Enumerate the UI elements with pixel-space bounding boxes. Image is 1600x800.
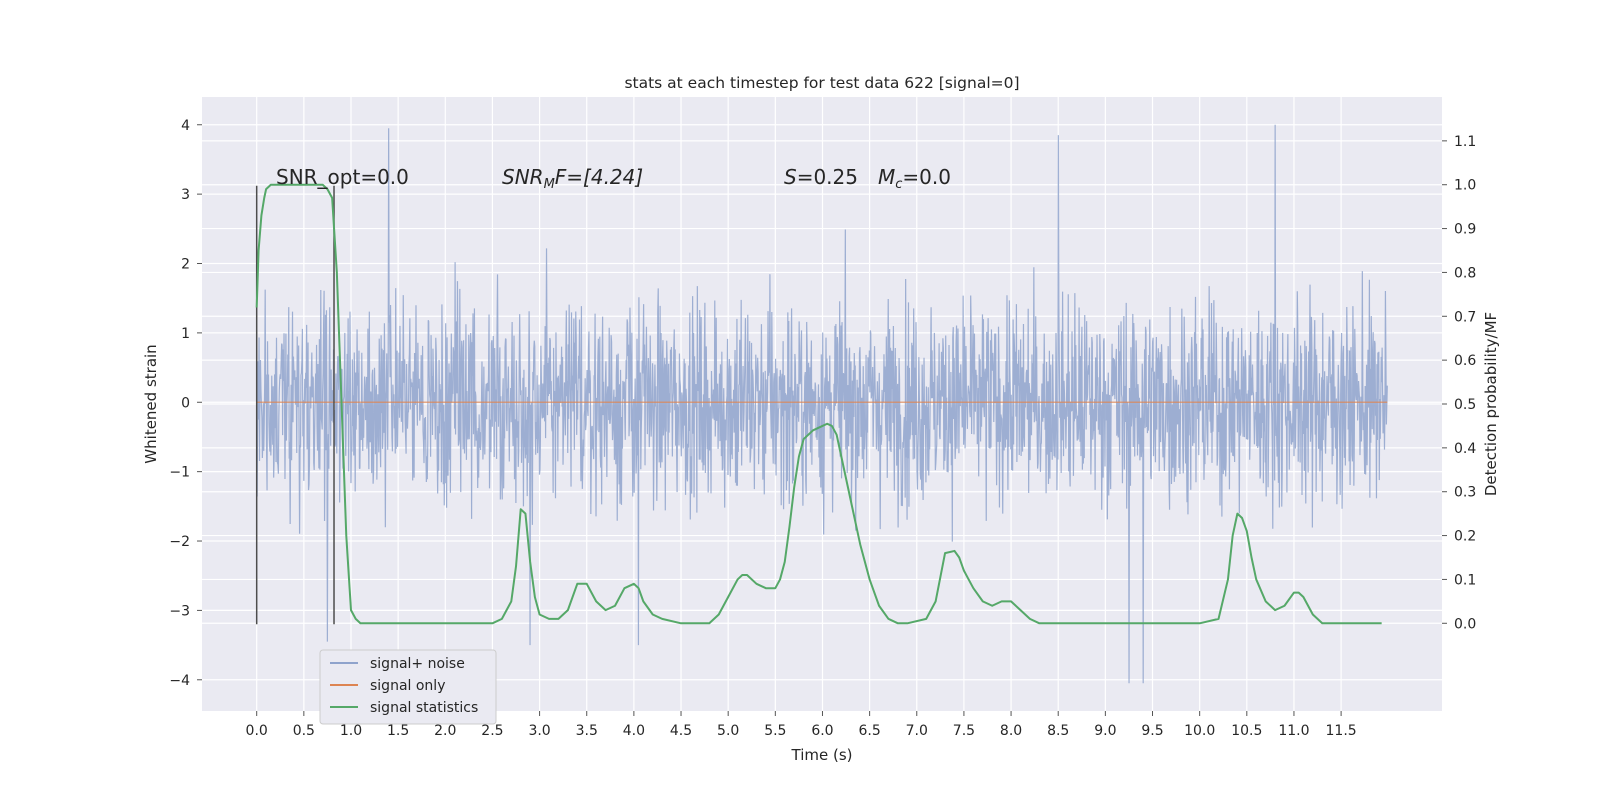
mc-symbol: M	[878, 165, 895, 189]
y-right-tick-label: 0.2	[1454, 529, 1476, 545]
y-left-tick-label: −3	[169, 603, 190, 619]
x-tick-label: 5.0	[717, 723, 739, 739]
y-right-tick-label: 0.6	[1454, 353, 1476, 369]
mc-subscript: c	[895, 177, 902, 192]
y-left-ticks: 4 3 2 1 0 −1 −2 −3 −4	[169, 118, 202, 689]
y-right-tick-label: 0.1	[1454, 572, 1476, 588]
x-tick-label: 3.5	[576, 723, 598, 739]
x-tick-label: 0.0	[246, 723, 268, 739]
snr-mf-f: F=[4.24]	[555, 165, 643, 189]
x-tick-label: 8.5	[1047, 723, 1069, 739]
mc-value: =0.0	[902, 165, 951, 189]
x-tick-label: 3.0	[528, 723, 550, 739]
x-tick-label: 4.0	[623, 723, 645, 739]
legend-box	[319, 649, 497, 725]
x-tick-label: 1.5	[387, 723, 409, 739]
vline-layer	[255, 185, 335, 625]
x-ticks: 0.0 0.5 1.0 1.5 2.0 2.5 3.0 3.5 4.0 4.5 5.0 5.5 6.0 6…	[246, 711, 1357, 739]
y-left-tick-label: 2	[181, 257, 190, 273]
y-right-tick-label: 0.3	[1454, 485, 1476, 501]
y-right-tick-label: 0.8	[1454, 265, 1476, 281]
chart-title: stats at each timestep for test data 622…	[624, 74, 1019, 92]
x-tick-label: 9.5	[1141, 723, 1163, 739]
x-tick-label: 0.5	[293, 723, 315, 739]
series-signal-statistics-line	[255, 183, 1382, 625]
x-tick-label: 9.0	[1094, 723, 1116, 739]
x-tick-label: 10.0	[1184, 723, 1215, 739]
stats-layer	[255, 183, 1382, 625]
legend-label-signal-noise: signal+ noise	[370, 656, 465, 672]
y-right-tick-label: 1.0	[1454, 178, 1476, 194]
y-right-tick-label: 0.7	[1454, 309, 1476, 325]
y-right-tick-label: 0.9	[1454, 222, 1476, 238]
x-tick-label: 5.5	[764, 723, 786, 739]
y-right-tick-label: 0.0	[1454, 616, 1476, 632]
y-left-tick-label: 0	[181, 395, 190, 411]
y-right-axis-label: Detection probability/MF	[1482, 312, 1500, 496]
annotation-mc: Mc=0.0	[878, 165, 951, 192]
y-left-tick-label: 4	[181, 118, 190, 134]
series-signal-noise-line	[256, 124, 1388, 684]
noise-layer	[256, 124, 1388, 684]
x-tick-label: 2.5	[481, 723, 503, 739]
y-left-tick-label: −2	[169, 534, 190, 550]
y-left-tick-label: −1	[169, 465, 190, 481]
x-tick-label: 6.5	[858, 723, 880, 739]
legend-label-signal-statistics: signal statistics	[370, 700, 478, 716]
y-left-tick-label: 3	[181, 187, 190, 203]
annotation-snr-opt: SNR_opt=0.0	[276, 165, 409, 189]
x-tick-label: 10.5	[1231, 723, 1262, 739]
legend: signal+ noise signal only signal statist…	[319, 649, 497, 725]
x-tick-label: 1.0	[340, 723, 362, 739]
x-tick-label: 7.0	[906, 723, 928, 739]
x-tick-label: 2.0	[434, 723, 456, 739]
y-left-tick-label: 1	[181, 326, 190, 342]
x-tick-label: 11.0	[1278, 723, 1309, 739]
x-axis-label: Time (s)	[791, 746, 853, 764]
y-left-tick-label: −4	[169, 673, 190, 689]
x-tick-label: 6.0	[811, 723, 833, 739]
x-tick-label: 8.0	[1000, 723, 1022, 739]
legend-label-signal-only: signal only	[370, 678, 445, 694]
y-right-ticks: 1.1 1.0 0.9 0.8 0.7 0.6 0.5 0.4 0.3 0.2 0.1 0.0	[1442, 134, 1476, 632]
annotation-s: S=0.25	[784, 165, 858, 189]
s-value: =0.25	[797, 165, 858, 189]
y-right-tick-label: 0.5	[1454, 397, 1476, 413]
x-tick-label: 7.5	[953, 723, 975, 739]
y-right-tick-label: 0.4	[1454, 441, 1476, 457]
snr-mf-symbol: SNR	[502, 165, 544, 189]
snr-mf-subscript: M	[544, 177, 555, 192]
x-tick-label: 4.5	[670, 723, 692, 739]
y-right-tick-label: 1.1	[1454, 134, 1476, 150]
annotation-snr-mf: SNRMF=[4.24]	[502, 165, 643, 192]
s-symbol: S	[784, 165, 797, 189]
x-tick-label: 11.5	[1326, 723, 1357, 739]
y-left-axis-label: Whitened strain	[142, 344, 160, 463]
